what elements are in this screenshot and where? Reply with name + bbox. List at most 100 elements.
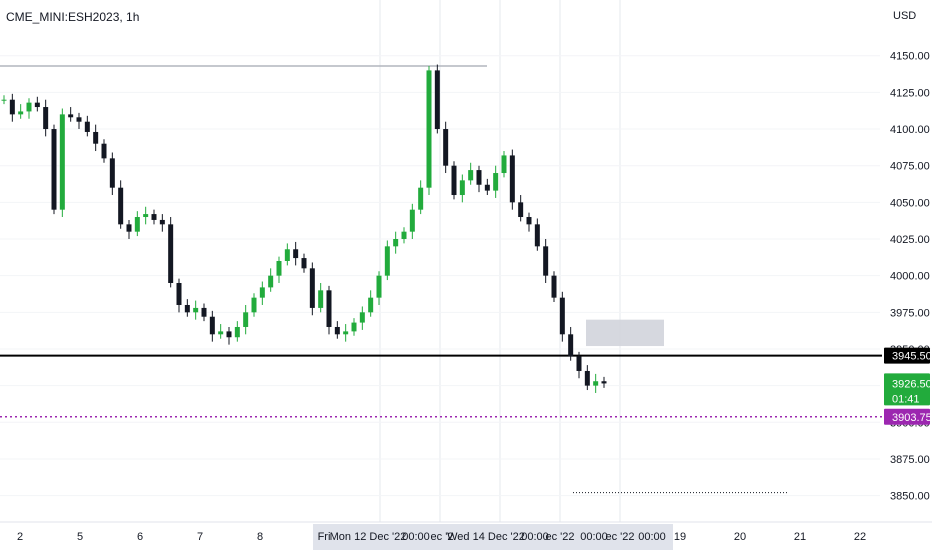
candle-body [493,173,499,191]
candle-body [43,107,49,130]
x-tick-label: 2 [17,531,23,543]
support-price-badge [884,347,930,364]
candle-body [501,155,507,174]
candle-body [426,70,432,188]
candle-body [159,219,165,225]
countdown-text: 01:41 [892,393,920,405]
x-tick-label: ec '2 [431,531,454,543]
candle-body [593,381,599,386]
x-tick-label: 00:00 [521,531,549,543]
candle-body [351,322,357,332]
x-tick-label: Mon 12 Dec '22 [330,531,407,543]
price-axis[interactable] [882,0,932,550]
candle-body [193,307,199,313]
x-tick-label: 00:00 [402,531,430,543]
candle-body [68,114,74,118]
candle-body [126,224,132,232]
x-tick-label: 00:00 [638,531,666,543]
candle-body [109,158,115,188]
x-tick-label: 20 [734,531,746,543]
candle-body [526,217,532,225]
candle-body [276,261,282,276]
candle-body [401,231,407,240]
candle-body [118,187,124,225]
candle-body [434,70,440,130]
candle-body [101,143,107,159]
candle-body [226,331,232,338]
x-tick-label: 22 [854,531,866,543]
candle-body [134,217,140,232]
candle-body [93,131,99,144]
candle-body [576,356,582,371]
candle-body [234,326,240,338]
candle-body [326,290,332,327]
candle-body [143,214,149,218]
candle-body [534,224,540,247]
symbol-title: CME_MINI:ESH2023, 1h [6,10,140,24]
candle-body [309,268,315,308]
candle-body [334,326,340,335]
x-tick-label: 21 [794,531,806,543]
candle-body [9,99,15,115]
currency-label: USD [893,10,916,22]
candle-body [59,114,65,210]
x-tick-label: 00:00 [580,531,608,543]
purple-level-text: 3903.75 [892,412,932,424]
candle-body [259,287,265,298]
candle-body [443,129,449,166]
y-tick-label: 3850.00 [890,491,930,503]
candle-body [76,117,82,122]
x-tick-label: 19 [674,531,686,543]
candle-body [509,155,515,203]
current-price-badge [884,373,930,406]
candle-body [393,239,399,247]
candle-body [318,290,324,308]
candle-body [551,275,557,298]
x-axis-highlight-band [313,524,673,550]
candle-body [384,246,390,276]
y-tick-label: 3875.00 [890,454,930,466]
candle-body [176,282,182,305]
candle-body [601,381,607,384]
candle-body [268,275,274,288]
candle-body [568,334,574,357]
candle-body [26,102,32,112]
x-tick-label: 8 [257,531,263,543]
candle-body [409,209,415,232]
candle-body [584,370,590,386]
candle-body [251,297,257,313]
x-tick-label: 6 [137,531,143,543]
candle-body [459,180,465,196]
candle-body [301,258,307,269]
candle-body [284,249,290,261]
candle-body [293,249,299,259]
range-box [586,319,664,347]
x-tick-label: 7 [197,531,203,543]
candle-body [484,184,490,191]
candle-body [1,99,7,101]
candle-body [451,165,457,196]
candle-body [151,214,157,220]
x-tick-label: Fri [318,531,331,543]
candle-body [184,304,190,313]
candle-body [376,275,382,298]
y-tick-label: 4150.00 [890,51,930,63]
candle-body [418,187,424,210]
candle-body [476,170,482,185]
candle-body [343,331,349,335]
candle-body [51,129,57,210]
y-tick-label: 4100.00 [890,124,930,136]
candle-body [34,102,40,108]
candle-body [468,170,474,181]
candle-body [243,312,249,327]
candle-body [368,297,374,313]
x-tick-label: ec '22 [545,531,574,543]
candle-body [201,307,207,317]
candle-body [559,297,565,335]
candle-body [543,246,549,276]
y-tick-label: 4125.00 [890,87,930,99]
x-tick-label: 5 [77,531,83,543]
